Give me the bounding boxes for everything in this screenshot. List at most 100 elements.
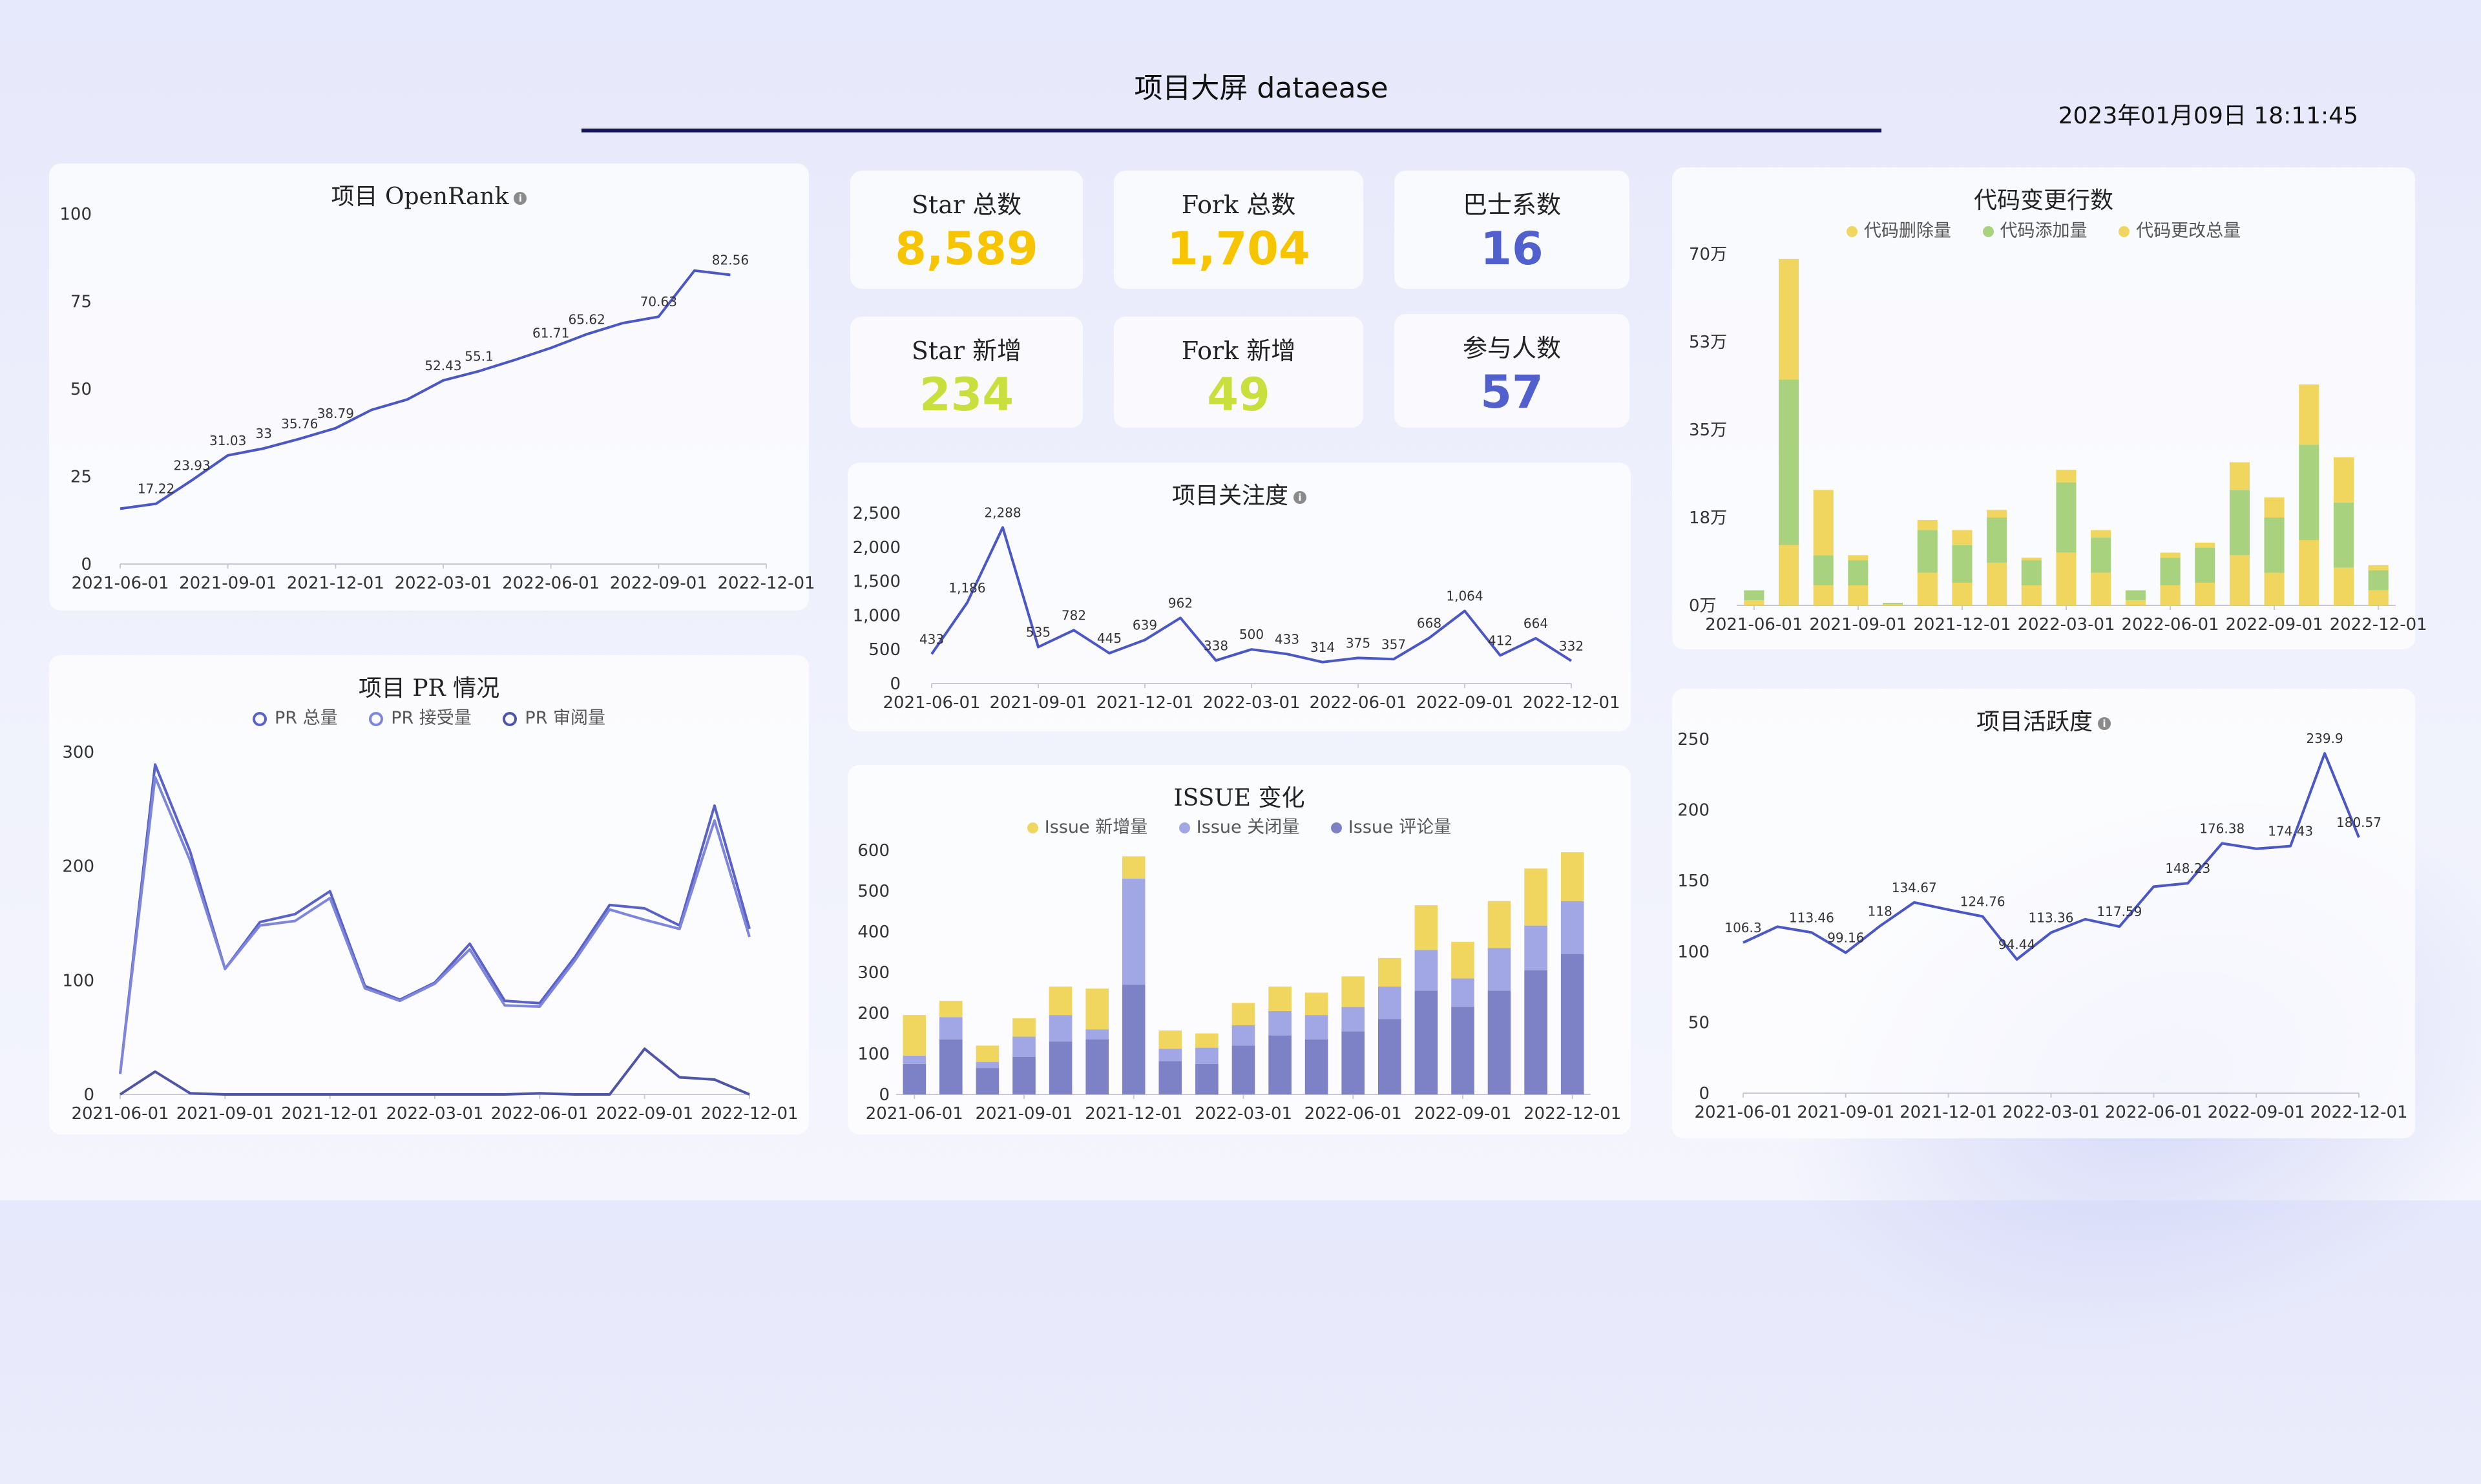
y-tick-label: 100 (59, 205, 92, 224)
bar-segment (2229, 490, 2250, 556)
attention-title-text: 项目关注度 (1171, 483, 1288, 509)
legend-item-pr-total[interactable]: PR 总量 (252, 708, 338, 728)
y-tick-label: 70万 (1689, 245, 1727, 264)
data-label: 61.71 (532, 326, 569, 341)
y-tick-label: 1,500 (853, 572, 901, 592)
bar-segment (1917, 530, 1938, 573)
bar-segment (1304, 1039, 1328, 1094)
bar-segment (1883, 604, 1903, 605)
legend-item-issue-closed[interactable]: Issue 关闭量 (1178, 817, 1299, 837)
bar-segment (2333, 502, 2354, 568)
y-tick-label: 150 (1677, 872, 1710, 891)
bar-segment (2125, 600, 2146, 605)
bar-segment (1414, 950, 1438, 991)
legend-item-code-total[interactable]: 代码更改总量 (2119, 221, 2241, 241)
x-tick-label: 2022-06-01 (1304, 1104, 1402, 1123)
bar-segment (1378, 987, 1401, 1019)
y-tick-label: 400 (857, 923, 890, 942)
bar-segment (2056, 552, 2077, 605)
bar-segment (1122, 879, 1146, 985)
bar-segment (2195, 542, 2215, 548)
data-label: 106.3 (1724, 920, 1761, 935)
bar-segment (1195, 1063, 1219, 1095)
attention-panel: 项目关注度 i 0 500 1,000 1,500 2,000 2,500 2021-06-0… (848, 463, 1631, 731)
series-line (120, 269, 731, 510)
bar-segment (2333, 567, 2354, 605)
legend-dot-icon (1982, 226, 1994, 237)
bar-segment (1952, 583, 1973, 605)
data-label: 412 (1488, 632, 1513, 648)
data-label: 35.76 (281, 416, 318, 432)
bar-segment (1952, 530, 1973, 545)
bar-segment (1012, 1018, 1036, 1037)
info-icon[interactable]: i (514, 192, 527, 205)
y-tick-label: 0 (879, 1085, 890, 1105)
y-tick-label: 50 (1688, 1013, 1710, 1032)
y-tick-label: 53万 (1689, 333, 1727, 352)
bar-segment (1414, 990, 1438, 1095)
bar-segment (1524, 868, 1547, 926)
kpi-star-new: Star 新增 234 (850, 317, 1083, 428)
legend-item-issue-comment[interactable]: Issue 评论量 (1330, 817, 1451, 837)
data-label: 94.44 (1998, 937, 2035, 952)
bar-segment (1813, 490, 1834, 556)
kpi-participants: 参与人数 57 (1394, 314, 1629, 428)
data-label: 338 (1204, 638, 1228, 653)
bar-segment (1049, 987, 1073, 1016)
y-tick-label: 50 (70, 380, 92, 399)
issue-panel: ISSUE 变化 Issue 新增量 Issue 关闭量 Issue 评论量 0… (848, 765, 1631, 1134)
bar-segment (1487, 901, 1511, 948)
pr-legend: PR 总量 PR 接受量 PR 审阅量 (49, 704, 809, 729)
info-icon[interactable]: i (2098, 717, 2111, 730)
openrank-title: 项目 OpenRank i (49, 178, 809, 211)
data-label: 664 (1523, 616, 1548, 631)
data-label: 82.56 (712, 253, 749, 268)
series-line (1743, 752, 2360, 961)
code-change-legend: 代码删除量 代码添加量 代码更改总量 (1672, 216, 2415, 242)
x-tick-label: 2021-12-01 (1900, 1103, 1997, 1122)
x-tick-label: 2021-09-01 (975, 1104, 1073, 1123)
y-tick-label: 300 (62, 743, 94, 762)
x-tick-label: 2021-12-01 (1096, 693, 1193, 713)
kpi-label: 巴士系数 (1462, 191, 1561, 219)
activity-title-text: 项目活跃度 (1976, 709, 2093, 735)
series-line (119, 1047, 750, 1096)
x-tick-label: 2022-09-01 (1414, 1104, 1511, 1123)
legend-item-pr-reviewed[interactable]: PR 审阅量 (503, 708, 605, 728)
pr-title: 项目 PR 情况 (358, 675, 500, 702)
legend-item-pr-accepted[interactable]: PR 接受量 (369, 708, 472, 728)
bar-segment (1987, 517, 2007, 563)
data-label: 55.1 (465, 348, 494, 364)
bar-segment (1917, 519, 1938, 530)
series-line (930, 526, 1573, 664)
data-label: 31.03 (209, 433, 246, 448)
series-line (119, 775, 751, 1074)
bar-segment (1883, 603, 1903, 605)
data-label: 535 (1026, 625, 1051, 640)
bar-segment (1231, 1045, 1255, 1094)
bar-segment (1744, 590, 1764, 601)
x-tick-label: 2022-03-01 (1202, 693, 1300, 713)
y-tick-label: 100 (1677, 943, 1710, 962)
x-tick-label: 2022-09-01 (1416, 693, 1513, 713)
data-label: 113.46 (1789, 910, 1834, 925)
x-tick-label: 2021-06-01 (1705, 615, 1803, 634)
legend-item-issue-new[interactable]: Issue 新增量 (1027, 817, 1147, 837)
x-tick-label: 2021-06-01 (866, 1104, 963, 1123)
x-tick-label: 2021-12-01 (1085, 1104, 1182, 1123)
data-label: 357 (1381, 636, 1406, 652)
bar-segment (1848, 585, 1869, 605)
bar-segment (2056, 470, 2077, 483)
x-tick-label: 2022-12-01 (1522, 693, 1620, 713)
data-label: 500 (1239, 627, 1264, 642)
bar-segment (1122, 856, 1146, 879)
bar-segment (1848, 560, 1869, 585)
pr-panel: 项目 PR 情况 PR 总量 PR 接受量 PR 审阅量 0 100 200 300 2… (49, 655, 809, 1134)
x-tick-label: 2021-12-01 (287, 574, 384, 593)
legend-item-code-deleted[interactable]: 代码删除量 (1846, 221, 1951, 241)
y-tick-label: 25 (70, 468, 92, 487)
bar-segment (2091, 530, 2111, 538)
info-icon[interactable]: i (1293, 491, 1306, 504)
x-tick-label: 2021-06-01 (883, 693, 980, 713)
legend-item-code-added[interactable]: 代码添加量 (1982, 221, 2088, 241)
